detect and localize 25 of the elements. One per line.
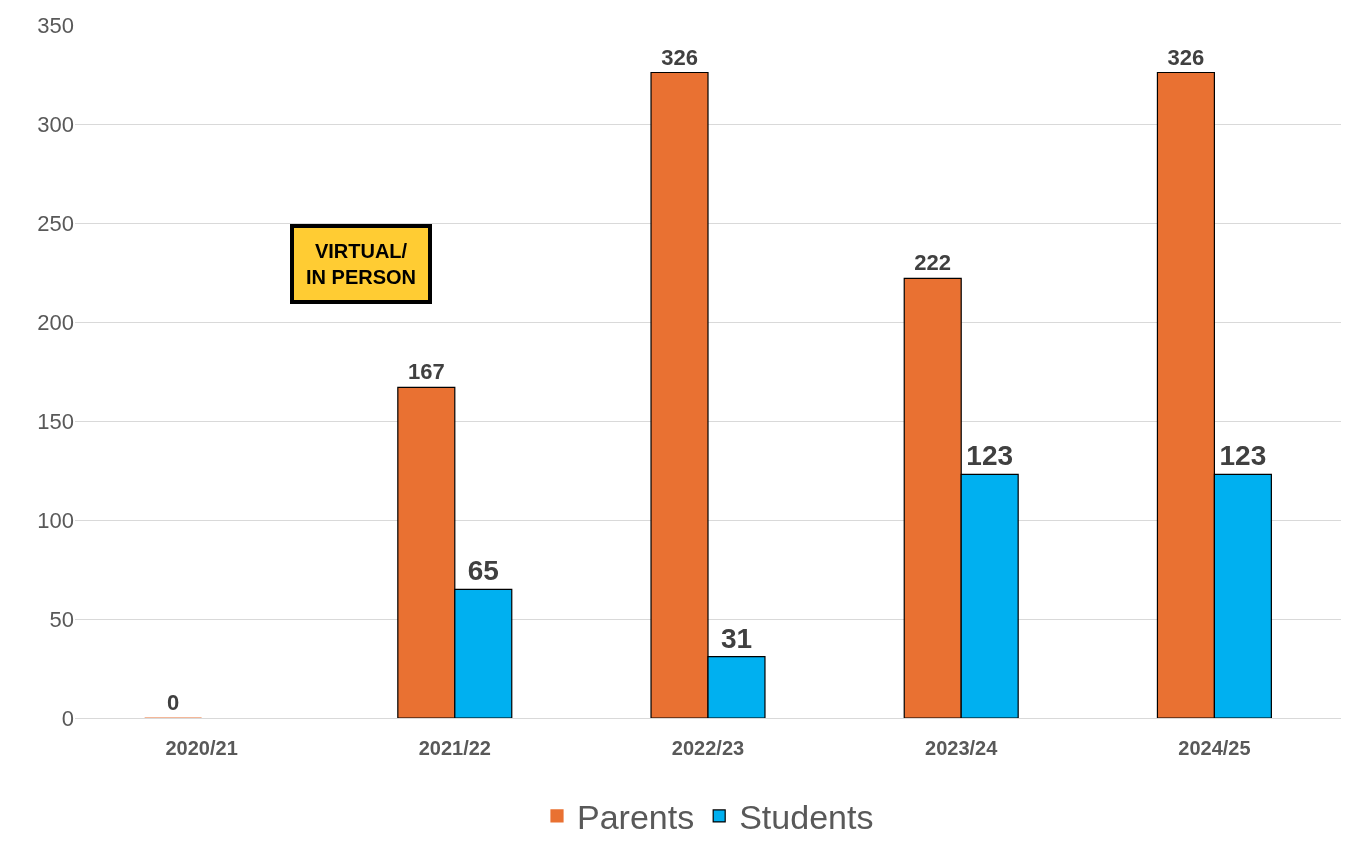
y-tick-label: 200 — [37, 309, 74, 335]
data-label: 326 — [661, 44, 698, 70]
y-tick-label: 100 — [37, 507, 74, 533]
annotation: VIRTUAL/ IN PERSON — [306, 240, 417, 288]
data-label: 222 — [914, 250, 952, 276]
data-label: 167 — [407, 359, 445, 385]
data-label: 0 — [166, 690, 180, 715]
y-tick-label: 0 — [61, 705, 74, 731]
x-tick-label: 2022/23 — [671, 737, 745, 759]
x-tick-label: 2020/21 — [165, 737, 238, 759]
x-tick-label: 2024/25 — [1178, 737, 1251, 759]
legend-label: Parents — [577, 798, 695, 837]
legend-label: Students — [739, 798, 874, 837]
y-tick-label: 250 — [37, 210, 74, 236]
x-tick-label: 2023/24 — [925, 737, 999, 759]
y-tick-label: 150 — [37, 408, 74, 434]
data-label: 123 — [1219, 440, 1267, 472]
y-tick-label: 300 — [37, 111, 74, 137]
data-label: 123 — [966, 440, 1014, 472]
y-tick-label: 50 — [49, 606, 74, 632]
data-label: 31 — [720, 622, 753, 654]
data-label: 326 — [1167, 44, 1205, 70]
data-label: 65 — [467, 555, 499, 587]
y-tick-label: 350 — [37, 12, 74, 38]
x-tick-label: 2021/22 — [418, 737, 491, 759]
